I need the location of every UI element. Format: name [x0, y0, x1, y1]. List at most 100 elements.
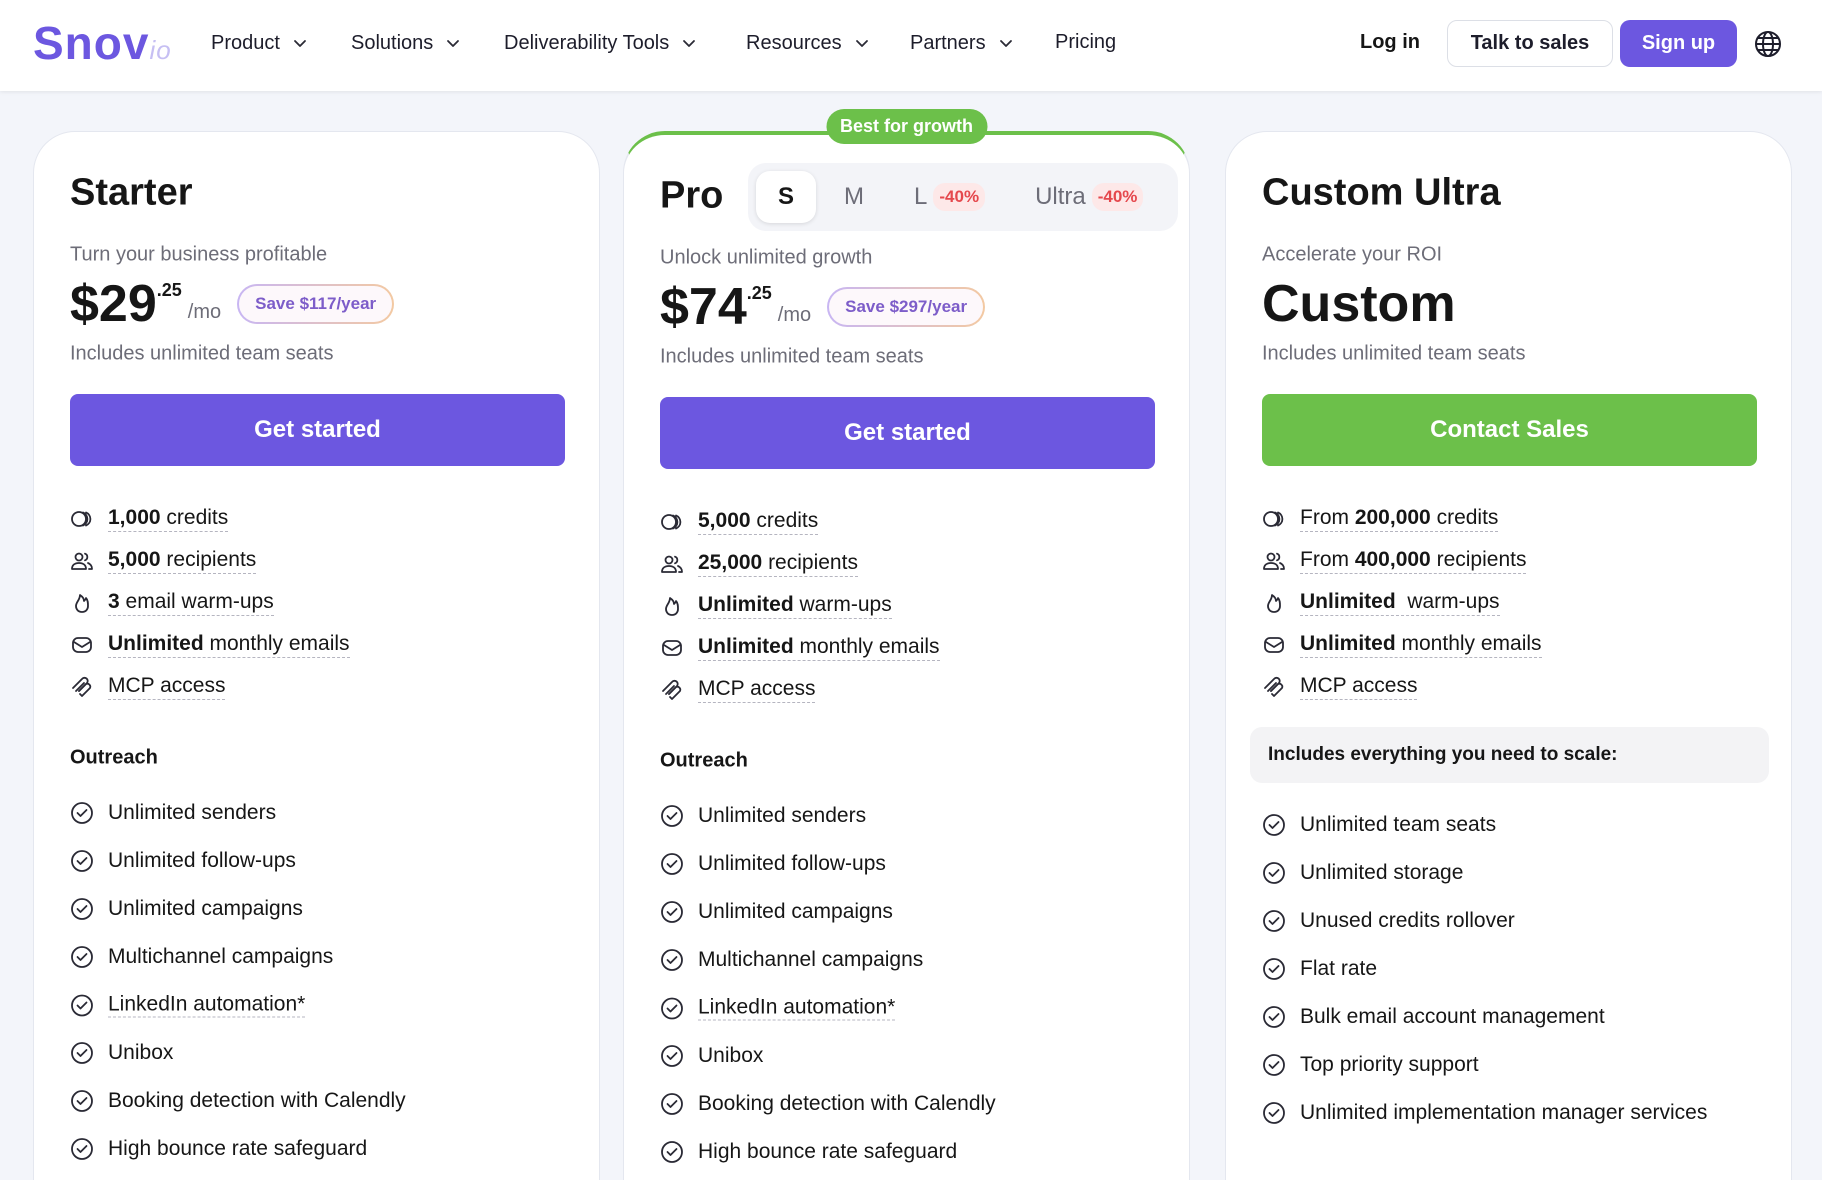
size-tab[interactable]: S	[756, 171, 817, 223]
outreach-item: Unlimited senders	[70, 801, 276, 825]
feature-part: warm-ups	[793, 593, 892, 616]
menu-label: Solutions	[351, 31, 434, 54]
talk-to-sales-button[interactable]: Talk to sales	[1447, 20, 1613, 67]
price-main: Custom	[1262, 275, 1456, 333]
feature-icon	[661, 514, 682, 530]
menu-item[interactable]: Pricing	[1055, 31, 1116, 54]
item-text: High bounce rate safeguard	[108, 1137, 368, 1160]
feature-bold: Unlimited	[1300, 590, 1396, 613]
check-icon	[71, 1138, 93, 1160]
item-text: Unlimited senders	[108, 801, 277, 824]
feature-bold: 1,000	[108, 506, 161, 529]
feature-bold: 25,000	[698, 551, 763, 574]
feature-bold: Unlimited	[698, 593, 794, 616]
item-text: LinkedIn automation*	[698, 995, 896, 1021]
feature-icon	[661, 555, 683, 573]
item-text: Unlimited storage	[1300, 861, 1464, 884]
feature: Unlimited monthly emails	[70, 632, 350, 658]
menu-item[interactable]: Product	[211, 31, 312, 55]
item-text: Flat rate	[1300, 957, 1378, 980]
language-icon[interactable]	[1754, 30, 1782, 58]
feature-part: From	[1300, 548, 1355, 571]
section-title: Outreach	[660, 749, 748, 772]
item-text: Unused credits rollover	[1300, 909, 1515, 932]
cta-button[interactable]: Get started	[660, 397, 1155, 469]
tab-label: M	[844, 183, 865, 210]
check-icon	[1263, 1054, 1285, 1076]
plan-name: Starter	[70, 171, 193, 214]
menu-item[interactable]: Deliverability Tools	[504, 31, 701, 55]
check-icon	[661, 805, 683, 827]
menu-item[interactable]: Solutions	[351, 31, 465, 55]
feature: 25,000 recipients	[660, 551, 858, 577]
feature-icon	[1264, 676, 1284, 697]
plan-name: Custom Ultra	[1262, 171, 1501, 214]
login-link[interactable]: Log in	[1360, 31, 1420, 53]
outreach-item: Unlimited implementation manager service…	[1262, 1101, 1707, 1125]
logo-suffix: io	[149, 35, 172, 65]
outreach-item: High bounce rate safeguard	[70, 1137, 367, 1161]
check-icon	[1263, 862, 1285, 884]
plan-tagline: Unlock unlimited growth	[660, 246, 873, 269]
item-text: Unlimited campaigns	[108, 897, 303, 920]
feature: MCP access	[70, 674, 226, 700]
item-text: High bounce rate safeguard	[698, 1140, 958, 1163]
plan-card: Best for growth Pro S M L -40% Ultra -40% Unlock…	[623, 109, 1190, 1180]
outreach-item: Unibox	[660, 1044, 763, 1068]
menu-item[interactable]: Resources	[746, 31, 874, 55]
tab-label: S	[778, 183, 795, 210]
feature-icon	[665, 597, 679, 616]
feature-text: 5,000 recipients	[108, 548, 257, 574]
outreach-item: Unlimited follow-ups	[70, 849, 296, 873]
price-main: $74	[660, 278, 747, 336]
menu-item[interactable]: Partners	[910, 31, 1018, 55]
feature-part: From	[1300, 506, 1355, 529]
feature-icon	[1263, 511, 1284, 527]
cta-button[interactable]: Get started	[70, 394, 565, 466]
outreach-item: Unlimited campaigns	[660, 900, 893, 924]
feature: Unlimited monthly emails	[660, 635, 940, 661]
feature-icon	[1263, 552, 1285, 570]
outreach-item: Unused credits rollover	[1262, 909, 1515, 933]
logo[interactable]: Snovio	[33, 16, 172, 70]
menu-label: Product	[211, 31, 280, 54]
check-icon	[71, 1042, 93, 1064]
feature-text: Unlimited monthly emails	[698, 635, 940, 661]
item-text: Unlimited senders	[698, 804, 867, 827]
feature-bold: 200,000	[1354, 506, 1431, 529]
outreach-item: Bulk email account management	[1262, 1005, 1605, 1029]
logo-text: Snov	[33, 17, 150, 69]
feature-text: Unlimited monthly emails	[1300, 632, 1542, 658]
outreach-item: LinkedIn automation*	[660, 995, 896, 1021]
feature-icon	[75, 594, 89, 613]
outreach-item: Unlimited storage	[1262, 861, 1463, 885]
plan-price: $74.25/mo Save $297/year	[660, 277, 985, 337]
check-icon	[1263, 814, 1285, 836]
size-tab[interactable]: M	[822, 171, 886, 223]
menu-label: Pricing	[1055, 31, 1117, 53]
signup-button[interactable]: Sign up	[1620, 20, 1737, 67]
check-icon	[71, 850, 93, 872]
check-icon	[661, 853, 683, 875]
outreach-item: Unlimited senders	[660, 804, 866, 828]
item-text: Unlimited follow-ups	[698, 852, 886, 875]
chevron-icon	[855, 40, 868, 47]
feature-text: 3 email warm-ups	[108, 590, 274, 616]
menu-label: Resources	[746, 31, 842, 54]
item-text: Unibox	[698, 1044, 764, 1067]
feature-text: MCP access	[1300, 674, 1418, 700]
chevron-icon	[999, 40, 1012, 47]
tab-discount: -40%	[933, 183, 986, 211]
check-icon	[71, 946, 93, 968]
item-text: Unibox	[108, 1041, 174, 1064]
tab-discount: -40%	[1091, 183, 1144, 211]
size-tab[interactable]: L -40%	[892, 171, 1007, 223]
size-tab[interactable]: Ultra -40%	[1013, 171, 1165, 223]
item-text: Booking detection with Calendly	[108, 1089, 406, 1112]
cta-button[interactable]: Contact Sales	[1262, 394, 1757, 466]
feature-bold: Unlimited	[1300, 632, 1396, 655]
feature-part: MCP access	[1300, 674, 1418, 697]
feature-text: MCP access	[108, 674, 226, 700]
outreach-item: Unlimited team seats	[1262, 813, 1496, 837]
feature-part: recipients	[160, 548, 257, 571]
